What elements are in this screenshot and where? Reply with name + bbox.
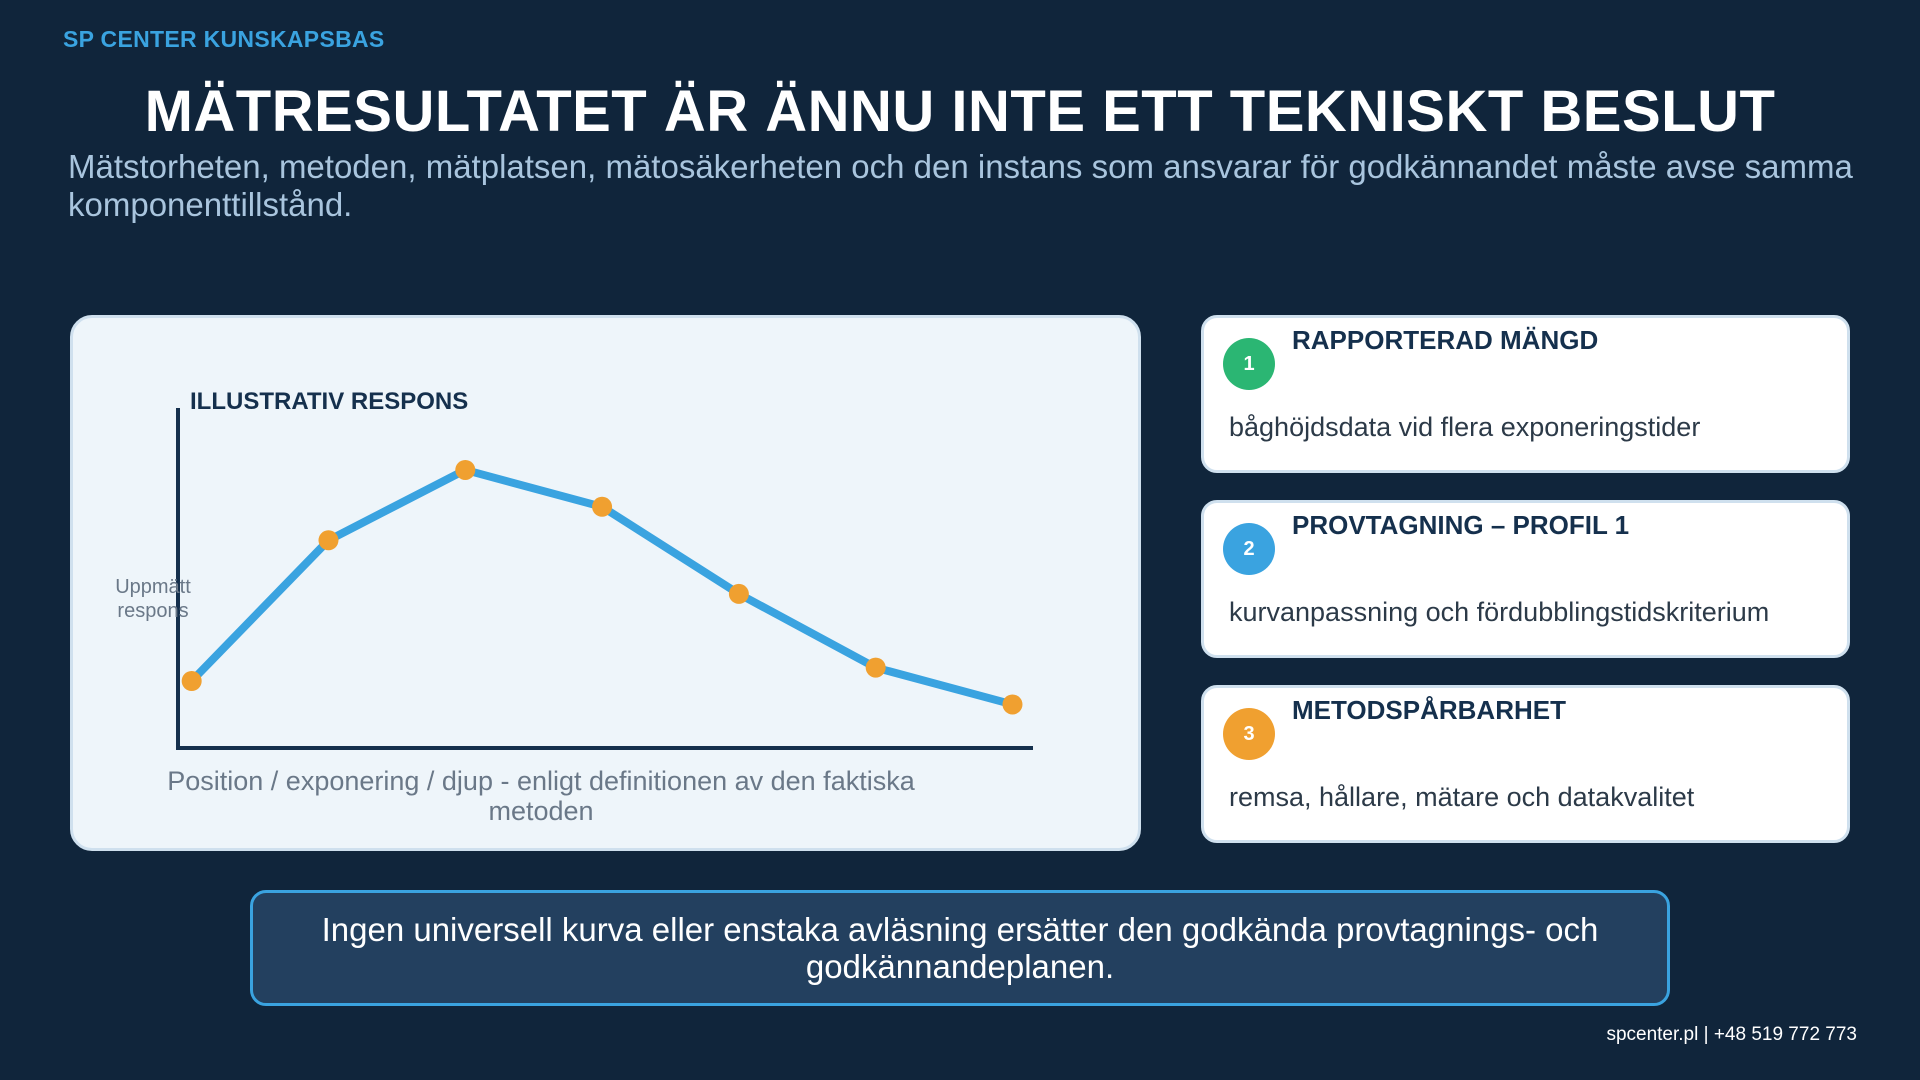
step-description: båghöjdsdata vid flera exponeringstider bbox=[1229, 412, 1701, 442]
chart-card: ILLUSTRATIV RESPONS Uppmätt respons Posi… bbox=[70, 315, 1141, 851]
step-title: PROVTAGNING – PROFIL 1 bbox=[1292, 510, 1630, 540]
data-point-2 bbox=[318, 530, 339, 551]
data-point-6 bbox=[865, 657, 886, 678]
page-subtitle: Mätstorheten, metoden, mätplatsen, mätos… bbox=[68, 148, 1853, 223]
data-point-1 bbox=[181, 671, 202, 691]
step-number-badge: 3 bbox=[1223, 708, 1275, 760]
data-point-7 bbox=[1002, 694, 1023, 715]
step-title: RAPPORTERAD MÄNGD bbox=[1292, 325, 1599, 355]
conclusion-text: Ingen universell kurva eller enstaka avl… bbox=[321, 911, 1599, 985]
data-point-4 bbox=[592, 496, 613, 517]
conclusion-note: Ingen universell kurva eller enstaka avl… bbox=[250, 890, 1670, 1006]
step-card-2: 2 PROVTAGNING – PROFIL 1 kurvanpassning … bbox=[1201, 500, 1850, 658]
step-number-badge: 1 bbox=[1223, 338, 1275, 390]
step-description: kurvanpassning och fördubblingstidskrite… bbox=[1229, 597, 1770, 627]
page-title: MÄTRESULTATET ÄR ÄNNU INTE ETT TEKNISKT … bbox=[144, 79, 1776, 144]
y-axis-label: Uppmätt respons bbox=[115, 576, 191, 622]
line-chart bbox=[176, 408, 1033, 750]
step-description: remsa, hållare, mätare och datakvalitet bbox=[1229, 782, 1695, 812]
step-card-3: 3 METODSPÅRBARHET remsa, hållare, mätare… bbox=[1201, 685, 1850, 843]
footer-contact: spcenter.pl | +48 519 772 773 bbox=[1606, 1024, 1857, 1045]
brand-label: SP CENTER KUNSKAPSBAS bbox=[63, 26, 385, 52]
step-card-1: 1 RAPPORTERAD MÄNGD båghöjdsdata vid fle… bbox=[1201, 315, 1850, 473]
step-title: METODSPÅRBARHET bbox=[1292, 695, 1566, 725]
x-axis-label: Position / exponering / djup - enligt de… bbox=[167, 766, 915, 826]
chart-title: ILLUSTRATIV RESPONS bbox=[190, 388, 469, 415]
data-point-5 bbox=[728, 583, 749, 604]
step-number-badge: 2 bbox=[1223, 523, 1275, 575]
data-point-3 bbox=[455, 459, 476, 480]
